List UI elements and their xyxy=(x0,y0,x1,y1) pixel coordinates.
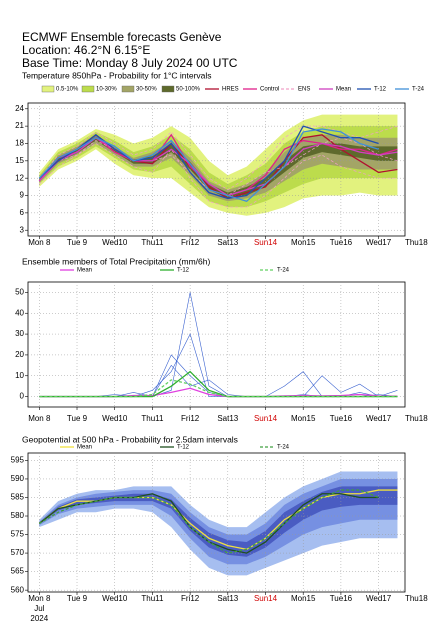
legend-label: Mean xyxy=(336,87,351,93)
legend-label: T-24 xyxy=(277,445,290,451)
y-tick-label: 40 xyxy=(15,308,24,317)
x-tick-label: Sat13 xyxy=(217,238,238,247)
y-tick-label: 20 xyxy=(15,350,24,359)
x-tick-label: Mon 8 xyxy=(28,594,51,603)
y-tick-label: 24 xyxy=(15,104,24,113)
x-tick-label: Tue16 xyxy=(330,414,353,423)
legend-label: HRES xyxy=(222,87,239,93)
x-sublabel: Jul xyxy=(34,604,44,613)
plot-area xyxy=(27,281,406,408)
header-line: ECMWF Ensemble forecasts Genève xyxy=(22,30,222,44)
y-tick-label: 15 xyxy=(15,156,24,165)
x-tick-label: Thu11 xyxy=(141,414,164,423)
y-tick-label: 570 xyxy=(11,548,25,557)
legend-label: 30-50% xyxy=(136,87,157,93)
series-line xyxy=(39,379,398,398)
y-tick-label: 50 xyxy=(15,288,24,297)
x-tick-label: Thu11 xyxy=(141,238,164,247)
legend-swatch xyxy=(121,85,135,93)
x-tick-label: Wed10 xyxy=(102,238,128,247)
x-sublabel: 2024 xyxy=(30,614,48,621)
series-line xyxy=(38,125,379,200)
legend-label: Mean xyxy=(77,268,92,274)
y-tick-label: 0 xyxy=(20,392,25,401)
y-tick-label: 595 xyxy=(11,456,25,465)
legend-label: T-12 xyxy=(177,445,190,451)
y-tick-label: 18 xyxy=(15,139,24,148)
y-tick-label: 6 xyxy=(20,208,25,217)
x-tick-label: Mon15 xyxy=(291,414,316,423)
x-tick-label: Tue 9 xyxy=(67,238,88,247)
legend-swatch xyxy=(41,85,55,93)
x-tick-label: Sun14 xyxy=(254,594,278,603)
y-tick-label: 3 xyxy=(20,225,25,234)
x-tick-label: Tue16 xyxy=(330,594,353,603)
x-tick-label: Wed17 xyxy=(366,414,392,423)
probability-band xyxy=(39,486,398,557)
x-tick-label: Fri12 xyxy=(181,594,200,603)
x-tick-label: Thu18 xyxy=(405,414,428,423)
x-tick-label: Tue 9 xyxy=(67,594,88,603)
x-tick-label: Mon 8 xyxy=(28,238,51,247)
legend-label: 0.5-10% xyxy=(56,87,79,93)
series-line xyxy=(38,489,379,554)
x-tick-label: Sun14 xyxy=(254,414,278,423)
x-tick-label: Wed17 xyxy=(366,594,392,603)
series-line xyxy=(38,128,379,203)
x-tick-label: Sat13 xyxy=(217,594,238,603)
legend-label: T-24 xyxy=(277,268,290,274)
y-tick-label: 12 xyxy=(15,173,24,182)
x-tick-label: Mon 8 xyxy=(28,414,51,423)
chart-title: Ensemble members of Total Precipitation … xyxy=(22,256,211,266)
chart-title: Temperature 850hPa - Probability for 1°C… xyxy=(22,70,212,80)
chart-title: Geopotential at 500 hPa - Probability fo… xyxy=(22,434,238,444)
legend-label: 10-30% xyxy=(96,87,117,93)
header-line: Location: 46.2°N 6.15°E xyxy=(22,43,150,57)
legend-label: Mean xyxy=(77,445,92,451)
legend-swatch xyxy=(81,85,95,93)
y-tick-label: 21 xyxy=(15,121,24,130)
x-tick-label: Fri12 xyxy=(181,238,200,247)
x-tick-label: Sat13 xyxy=(217,414,238,423)
x-tick-label: Thu11 xyxy=(141,594,164,603)
legend-label: Control xyxy=(260,87,279,93)
x-tick-label: Wed17 xyxy=(366,238,392,247)
x-tick-label: Sun14 xyxy=(254,238,278,247)
x-tick-label: Mon15 xyxy=(291,594,316,603)
y-tick-label: 580 xyxy=(11,511,25,520)
y-tick-label: 590 xyxy=(11,474,25,483)
x-tick-label: Tue16 xyxy=(330,238,353,247)
y-tick-label: 560 xyxy=(11,585,25,594)
legend-swatch xyxy=(161,85,175,93)
x-tick-label: Thu18 xyxy=(405,594,428,603)
x-tick-label: Wed10 xyxy=(102,594,128,603)
y-tick-label: 10 xyxy=(15,371,24,380)
legend-label: T-24 xyxy=(412,87,425,93)
header-line: Base Time: Monday 8 July 2024 00 UTC xyxy=(22,56,238,70)
x-tick-label: Wed10 xyxy=(102,414,128,423)
x-tick-label: Thu18 xyxy=(405,238,428,247)
legend-label: ENS xyxy=(298,87,310,93)
ensemble-member xyxy=(39,143,398,208)
x-tick-label: Tue 9 xyxy=(67,414,88,423)
legend-label: 50-100% xyxy=(176,87,201,93)
y-tick-label: 575 xyxy=(11,530,25,539)
y-tick-label: 585 xyxy=(11,493,25,502)
x-tick-label: Fri12 xyxy=(181,414,200,423)
y-tick-label: 565 xyxy=(11,567,25,576)
legend-label: T-12 xyxy=(177,268,190,274)
x-tick-label: Mon15 xyxy=(291,238,316,247)
y-tick-label: 30 xyxy=(15,329,24,338)
legend-label: T-12 xyxy=(374,87,387,93)
y-tick-label: 9 xyxy=(20,191,25,200)
